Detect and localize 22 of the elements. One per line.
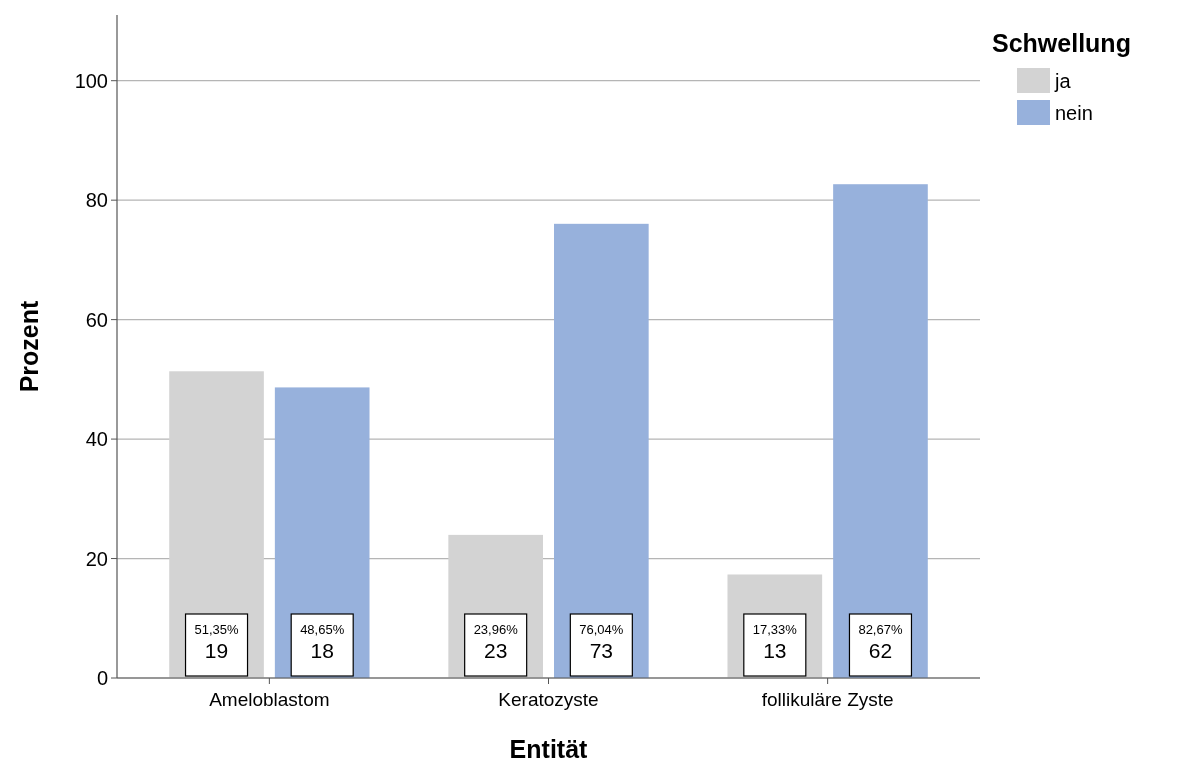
legend-label: nein bbox=[1055, 102, 1093, 124]
y-tick-label: 20 bbox=[85, 547, 108, 570]
x-tick-label: follikuläre Zyste bbox=[761, 689, 894, 710]
data-label: 51,35% 19 bbox=[194, 622, 240, 662]
data-label: 48,65% 18 bbox=[300, 622, 345, 662]
legend-label: ja bbox=[1054, 70, 1072, 92]
data-label: 23,96% 23 bbox=[473, 622, 519, 662]
bar bbox=[554, 223, 649, 678]
y-tick-label: 40 bbox=[85, 428, 108, 451]
bar bbox=[833, 184, 928, 678]
x-axis-title: Entität bbox=[509, 735, 589, 763]
y-tick-label: 100 bbox=[74, 69, 108, 92]
x-tick-label: Keratozyste bbox=[498, 689, 599, 710]
y-tick-label: 80 bbox=[85, 189, 108, 212]
y-tick-label: 60 bbox=[85, 308, 108, 331]
data-label: 17,33% 13 bbox=[752, 622, 798, 662]
y-tick-label: 0 bbox=[96, 667, 108, 689]
y-axis-title: Prozent bbox=[15, 299, 43, 393]
legend-title: Schwellung bbox=[992, 29, 1131, 57]
x-tick-label: Ameloblastom bbox=[209, 689, 330, 710]
data-label: 76,04% 73 bbox=[579, 622, 624, 662]
data-label: 82,67% 62 bbox=[858, 622, 903, 662]
